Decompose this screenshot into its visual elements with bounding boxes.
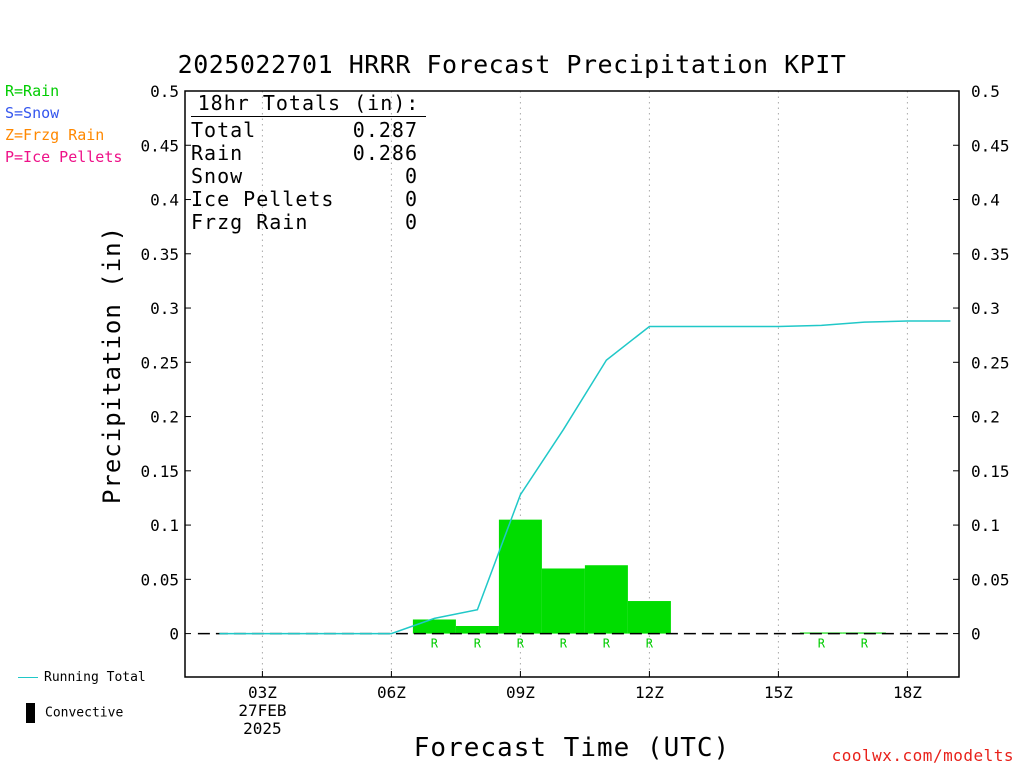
legend-ice-pellets: P=Ice Pellets: [5, 148, 123, 166]
legend-running-total: Running Total: [18, 670, 146, 685]
x-tick-label: 03Z: [248, 683, 277, 702]
x-tick-label: 12Z: [635, 683, 664, 702]
legend-rain: R=Rain: [5, 82, 60, 100]
running-total-label: Running Total: [44, 670, 146, 685]
x-tick-label: 15Z: [764, 683, 793, 702]
y-tick-label-left: 0.45: [140, 136, 179, 155]
y-tick-label-left: 0.35: [140, 245, 179, 264]
totals-value: 0.286: [352, 141, 418, 165]
precip-type-marker: R: [431, 637, 439, 651]
totals-row-rain: Rain 0.286: [191, 142, 426, 165]
credit-text: coolwx.com/modelts: [831, 746, 1014, 765]
legend-convective: Convective: [18, 703, 123, 723]
totals-box: 18hr Totals (in): Total 0.287 Rain 0.286…: [191, 92, 426, 234]
x-tick-label: 2025: [243, 719, 282, 738]
totals-value: 0: [404, 187, 418, 211]
totals-heading: 18hr Totals (in):: [191, 92, 426, 117]
y-tick-label-right: 0.4: [971, 191, 1000, 210]
x-tick-label: 09Z: [506, 683, 535, 702]
y-tick-label-left: 0.1: [150, 516, 179, 535]
precip-type-marker: R: [603, 637, 611, 651]
y-tick-label-right: 0.15: [971, 462, 1010, 481]
y-tick-label-left: 0.15: [140, 462, 179, 481]
legend-snow: S=Snow: [5, 104, 60, 122]
y-tick-label-right: 0.05: [971, 570, 1010, 589]
totals-label: Ice Pellets: [191, 187, 335, 211]
y-tick-label-right: 0.5: [971, 82, 1000, 101]
totals-value: 0: [404, 210, 418, 234]
plot-frame: [184, 90, 960, 678]
convective-swatch: [26, 703, 35, 723]
y-tick-label-left: 0.2: [150, 408, 179, 427]
totals-row-freezing-rain: Frzg Rain 0: [191, 211, 426, 234]
totals-value: 0: [404, 164, 418, 188]
precip-bar: [498, 519, 542, 634]
y-tick-label-right: 0.35: [971, 245, 1010, 264]
convective-label: Convective: [45, 705, 124, 721]
totals-label: Rain: [191, 141, 244, 165]
y-tick-label-left: 0.3: [150, 299, 179, 318]
y-tick-label-left: 0: [169, 625, 179, 644]
y-tick-label-right: 0.2: [971, 408, 1000, 427]
y-tick-label-left: 0.05: [140, 570, 179, 589]
precip-type-marker: R: [474, 637, 482, 651]
x-axis-label: Forecast Time (UTC): [413, 733, 731, 763]
x-tick-label: 27FEB: [238, 701, 286, 720]
y-tick-label-right: 0.45: [971, 136, 1010, 155]
totals-label: Snow: [191, 164, 244, 188]
precip-type-marker: R: [560, 637, 568, 651]
totals-row-total: Total 0.287: [191, 119, 426, 142]
y-tick-label-left: 0.4: [150, 191, 179, 210]
precip-bar: [584, 565, 628, 634]
totals-label: Total: [191, 118, 257, 142]
precip-bar: [412, 619, 456, 634]
precip-bar: [455, 625, 499, 634]
x-tick-label: 18Z: [893, 683, 922, 702]
running-total-swatch: [18, 677, 38, 678]
totals-value: 0.287: [352, 118, 418, 142]
x-tick-label: 06Z: [377, 683, 406, 702]
y-tick-label-left: 0.25: [140, 353, 179, 372]
precip-type-marker: R: [646, 637, 654, 651]
y-tick-label-right: 0: [971, 625, 981, 644]
y-tick-label-left: 0.5: [150, 82, 179, 101]
precip-type-marker: R: [517, 637, 525, 651]
totals-row-snow: Snow 0: [191, 165, 426, 188]
y-tick-label-right: 0.1: [971, 516, 1000, 535]
y-axis-label: Precipitation (in): [98, 225, 126, 505]
precip-bar: [627, 601, 671, 634]
chart-title: 2025022701 HRRR Forecast Precipitation K…: [177, 50, 847, 79]
running-total-line: [219, 320, 951, 635]
precip-type-marker: R: [818, 637, 826, 651]
precip-bar: [541, 568, 585, 634]
totals-label: Frzg Rain: [191, 210, 309, 234]
precip-type-marker: R: [861, 637, 869, 651]
totals-row-ice-pellets: Ice Pellets 0: [191, 188, 426, 211]
y-tick-label-right: 0.25: [971, 353, 1010, 372]
y-tick-label-right: 0.3: [971, 299, 1000, 318]
legend-freezing-rain: Z=Frzg Rain: [5, 126, 105, 144]
